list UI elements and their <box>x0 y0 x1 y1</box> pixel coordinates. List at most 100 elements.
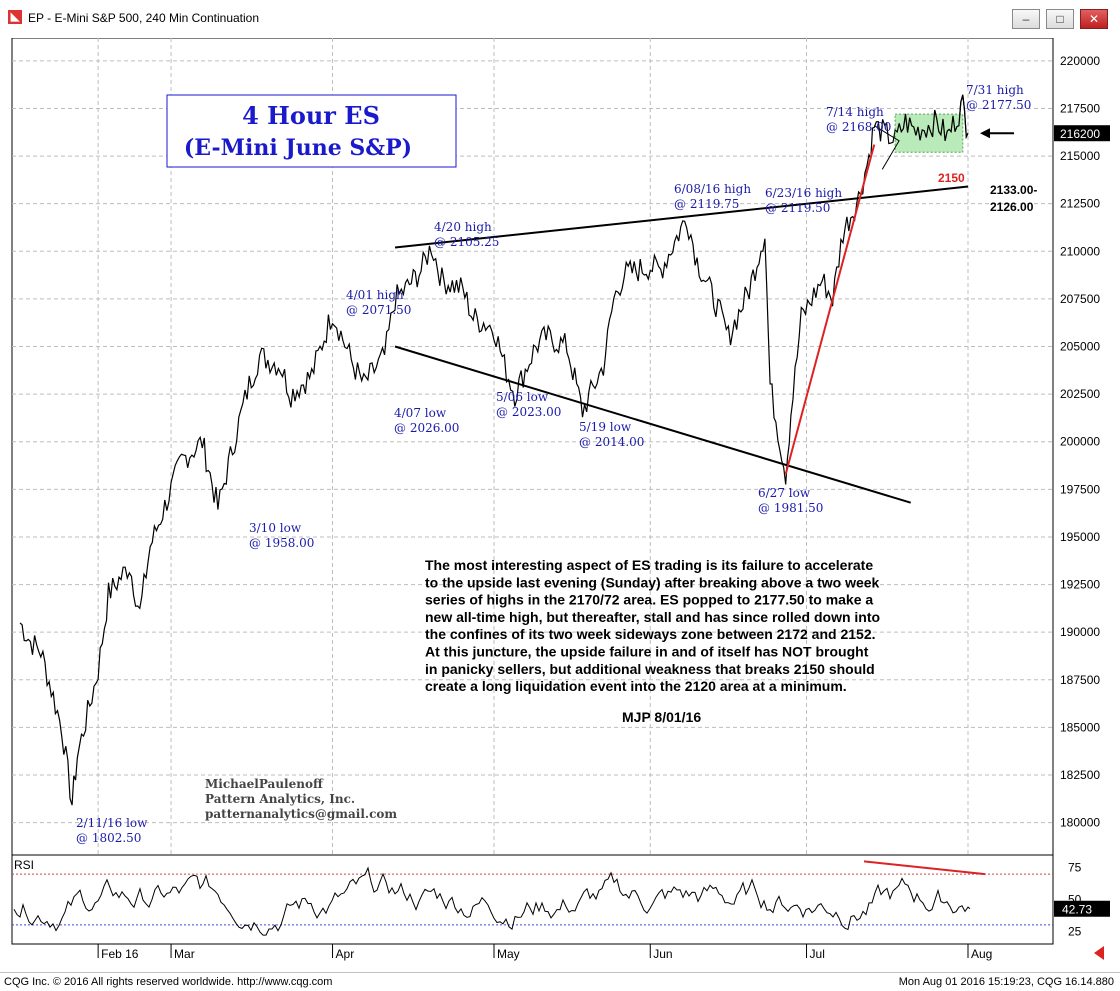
y-tick-label: 210000 <box>1060 244 1100 258</box>
annotations: 2/11/16 low@ 1802.50 3/10 low@ 1958.00 4/0… <box>76 83 1037 845</box>
y-tick-label: 192500 <box>1060 578 1100 592</box>
chart-title: 4 Hour ES <box>242 101 380 130</box>
date-label: Jun <box>653 947 672 961</box>
level-2150-label: 2150 <box>938 171 965 185</box>
scroll-arrow-icon <box>1094 946 1104 960</box>
annotation-6-23-high-line1: 6/23/16 high <box>765 186 842 200</box>
annotation-4-20-high-line2: @ 2105.25 <box>434 235 499 249</box>
y-tick-label: 182500 <box>1060 768 1100 782</box>
y-tick-label: 185000 <box>1060 720 1100 734</box>
commentary-line: new all-time high, but thereafter, stall… <box>425 609 880 625</box>
annotation-6-08-high-line1: 6/08/16 high <box>674 182 751 196</box>
copyright-text: CQG Inc. © 2016 All rights reserved worl… <box>4 976 333 988</box>
y-tick-label: 220000 <box>1060 54 1100 68</box>
annotation-5-19-low-line2: @ 2014.00 <box>579 435 644 449</box>
annotation-7-31-high-line2: @ 2177.50 <box>966 98 1031 112</box>
last-price-label: 216200 <box>1060 127 1100 141</box>
price-series <box>19 94 969 806</box>
annotation-7-14-high-line2: @ 2168.00 <box>826 120 891 134</box>
y-tick-label: 205000 <box>1060 340 1100 354</box>
y-tick-label: 195000 <box>1060 530 1100 544</box>
annotation-5-06-low-line2: @ 2023.00 <box>496 405 561 419</box>
annotation-2-11-low-line2: @ 1802.50 <box>76 831 141 845</box>
minimize-button[interactable]: – <box>1012 9 1040 29</box>
y-tick-label: 207500 <box>1060 292 1100 306</box>
chart-area[interactable]: 2/11/16 low@ 1802.50 3/10 low@ 1958.00 4/0… <box>0 38 1120 972</box>
annotation-4-20-high-line1: 4/20 high <box>434 220 492 234</box>
credit-line: MichaelPaulenoff <box>205 777 324 791</box>
annotation-4-01-high-line1: 4/01 high <box>346 288 404 302</box>
rsi-divergence-line <box>863 860 986 876</box>
rsi-last-label: 42.73 <box>1062 903 1092 917</box>
price-line <box>19 94 969 806</box>
y-tick-label: 180000 <box>1060 816 1100 830</box>
commentary-line: the confines of its two week sideways zo… <box>425 626 876 642</box>
date-label: Aug <box>971 947 992 961</box>
date-label: Feb 16 <box>101 947 139 961</box>
annotation-6-23-high-line2: @ 2119.50 <box>765 201 830 215</box>
chart-background <box>0 38 1120 972</box>
window-titlebar: ◣ EP - E-Mini S&P 500, 240 Min Continuat… <box>0 0 1120 38</box>
y-tick-label: 190000 <box>1060 625 1100 639</box>
commentary-line: At this juncture, the upside failure in … <box>425 644 869 660</box>
annotation-7-14-high-line1: 7/14 high <box>826 105 884 119</box>
annotation-6-08-high-line2: @ 2119.75 <box>674 197 739 211</box>
y-tick-label: 217500 <box>1060 101 1100 115</box>
zone-label-line1: 2133.00- <box>990 183 1037 197</box>
y-tick-label: 212500 <box>1060 197 1100 211</box>
commentary-line: series of highs in the 2170/72 area. ES … <box>425 592 873 608</box>
date-label: May <box>497 947 520 961</box>
upper-trendline <box>394 185 969 249</box>
rsi-frame <box>11 854 1054 945</box>
y-tick-label: 187500 <box>1060 673 1100 687</box>
timestamp-text: Mon Aug 01 2016 15:19:23, CQG 16.14.880 <box>898 976 1114 988</box>
annotation-4-07-low-line1: 4/07 low <box>394 406 447 420</box>
status-bar: CQG Inc. © 2016 All rights reserved worl… <box>0 972 1120 991</box>
trendlines <box>394 128 1014 504</box>
price-axis: 180000 182500 185000 187500 190000 192500 1950… <box>1054 54 1110 830</box>
price-arrow-head <box>980 128 990 139</box>
window-title: EP - E-Mini S&P 500, 240 Min Continuatio… <box>28 11 260 25</box>
rsi-tick-label: 75 <box>1068 861 1082 875</box>
date-label: Jul <box>810 947 825 961</box>
commentary-signature: MJP 8/01/16 <box>622 709 701 725</box>
date-label: Apr <box>336 947 355 961</box>
annotation-3-10-low-line1: 3/10 low <box>249 521 302 535</box>
red-uptrend <box>784 144 876 475</box>
date-axis: Feb 16 Mar Apr May Jun Jul Aug <box>12 943 1104 961</box>
commentary-line: create a long liquidation event into the… <box>425 678 847 694</box>
close-button[interactable]: ✕ <box>1080 9 1108 29</box>
annotation-6-27-low-line1: 6/27 low <box>758 486 811 500</box>
y-tick-label: 215000 <box>1060 149 1100 163</box>
commentary-line: The most interesting aspect of ES tradin… <box>425 557 873 573</box>
annotation-3-10-low-line2: @ 1958.00 <box>249 536 314 550</box>
annotation-4-01-high-line2: @ 2071.50 <box>346 303 411 317</box>
credit-line: Pattern Analytics, Inc. <box>205 792 355 806</box>
chart-subtitle: (E-Mini June S&P) <box>184 135 412 161</box>
commentary-line: in panicky sellers, but additional weakn… <box>425 661 875 677</box>
annotation-4-07-low-line2: @ 2026.00 <box>394 421 459 435</box>
maximize-button[interactable]: □ <box>1046 9 1074 29</box>
title-box <box>166 94 457 168</box>
annotation-5-19-low-line1: 5/19 low <box>579 420 632 434</box>
annotation-2-11-low-line1: 2/11/16 low <box>76 816 148 830</box>
annotation-5-06-low-line1: 5/06 low <box>496 390 549 404</box>
credit-line: patternanalytics@gmail.com <box>205 807 397 821</box>
y-tick-label: 197500 <box>1060 482 1100 496</box>
rsi-last-box <box>1054 900 1110 917</box>
lower-trendline <box>394 345 911 504</box>
zone-label-line2: 2126.00 <box>990 200 1034 214</box>
grid <box>11 38 1054 856</box>
date-label: Mar <box>174 947 195 961</box>
price-line-recent <box>894 94 969 142</box>
commentary-line: to the upside last evening (Sunday) afte… <box>425 574 880 590</box>
annotation-7-31-high-line1: 7/31 high <box>966 83 1024 97</box>
y-tick-label: 202500 <box>1060 387 1100 401</box>
flag-pattern <box>873 125 900 170</box>
rsi-line <box>13 866 971 936</box>
annotation-6-27-low-line2: @ 1981.50 <box>758 501 823 515</box>
rsi-tick-label: 25 <box>1068 924 1082 938</box>
y-tick-label: 200000 <box>1060 435 1100 449</box>
app-icon: ◣ <box>8 10 22 24</box>
